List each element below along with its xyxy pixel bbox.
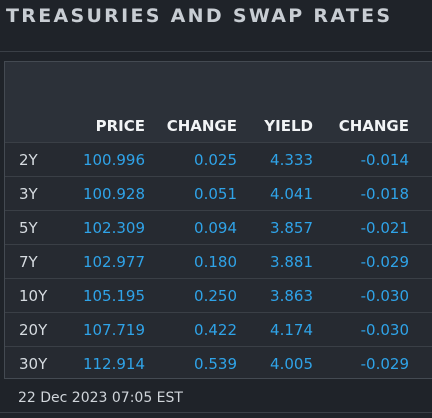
price-change-cell: 0.025 bbox=[194, 151, 237, 169]
price-cell: 112.914 bbox=[82, 355, 145, 373]
tenor-cell: 5Y bbox=[19, 219, 38, 237]
timestamp: 22 Dec 2023 07:05 EST bbox=[18, 390, 183, 406]
yield-cell: 4.174 bbox=[270, 321, 313, 339]
table-row: 2Y 100.996 0.025 4.333 -0.014 bbox=[5, 142, 432, 176]
table-row: 10Y 105.195 0.250 3.863 -0.030 bbox=[5, 278, 432, 312]
price-change-cell: 0.250 bbox=[194, 287, 237, 305]
price-change-cell: 0.539 bbox=[194, 355, 237, 373]
yield-change-cell: -0.030 bbox=[360, 287, 409, 305]
footer-divider bbox=[0, 412, 432, 413]
yield-change-cell: -0.018 bbox=[360, 185, 409, 203]
price-change-cell: 0.422 bbox=[194, 321, 237, 339]
yield-change-cell: -0.029 bbox=[360, 253, 409, 271]
column-header-price: PRICE bbox=[95, 117, 145, 135]
price-cell: 105.195 bbox=[82, 287, 145, 305]
price-change-cell: 0.180 bbox=[194, 253, 237, 271]
yield-cell: 3.857 bbox=[270, 219, 313, 237]
price-change-cell: 0.051 bbox=[194, 185, 237, 203]
table-row: 20Y 107.719 0.422 4.174 -0.030 bbox=[5, 312, 432, 346]
tenor-cell: 10Y bbox=[19, 287, 48, 305]
table-row: 7Y 102.977 0.180 3.881 -0.029 bbox=[5, 244, 432, 278]
yield-change-cell: -0.021 bbox=[360, 219, 409, 237]
table-row: 30Y 112.914 0.539 4.005 -0.029 bbox=[5, 346, 432, 380]
tenor-cell: 7Y bbox=[19, 253, 38, 271]
table-row: 3Y 100.928 0.051 4.041 -0.018 bbox=[5, 176, 432, 210]
tenor-cell: 2Y bbox=[19, 151, 38, 169]
tenor-cell: 3Y bbox=[19, 185, 38, 203]
price-cell: 107.719 bbox=[82, 321, 145, 339]
price-cell: 100.928 bbox=[82, 185, 145, 203]
price-cell: 102.977 bbox=[82, 253, 145, 271]
yield-change-cell: -0.029 bbox=[360, 355, 409, 373]
price-cell: 100.996 bbox=[82, 151, 145, 169]
table-header: PRICE CHANGE YIELD CHANGE bbox=[5, 62, 432, 142]
yield-cell: 4.005 bbox=[270, 355, 313, 373]
yield-cell: 4.041 bbox=[270, 185, 313, 203]
column-header-yield: YIELD bbox=[264, 117, 313, 135]
tenor-cell: 20Y bbox=[19, 321, 48, 339]
yield-cell: 3.881 bbox=[270, 253, 313, 271]
page-title: TREASURIES AND SWAP RATES bbox=[6, 5, 393, 27]
title-divider bbox=[0, 51, 432, 52]
column-header-yield-change: CHANGE bbox=[338, 117, 409, 135]
yield-cell: 3.863 bbox=[270, 287, 313, 305]
price-change-cell: 0.094 bbox=[194, 219, 237, 237]
tenor-cell: 30Y bbox=[19, 355, 48, 373]
table-row: 5Y 102.309 0.094 3.857 -0.021 bbox=[5, 210, 432, 244]
column-header-price-change: CHANGE bbox=[166, 117, 237, 135]
price-cell: 102.309 bbox=[82, 219, 145, 237]
yield-change-cell: -0.030 bbox=[360, 321, 409, 339]
yield-change-cell: -0.014 bbox=[360, 151, 409, 169]
rates-table: PRICE CHANGE YIELD CHANGE 2Y 100.996 0.025… bbox=[4, 61, 432, 379]
yield-cell: 4.333 bbox=[270, 151, 313, 169]
